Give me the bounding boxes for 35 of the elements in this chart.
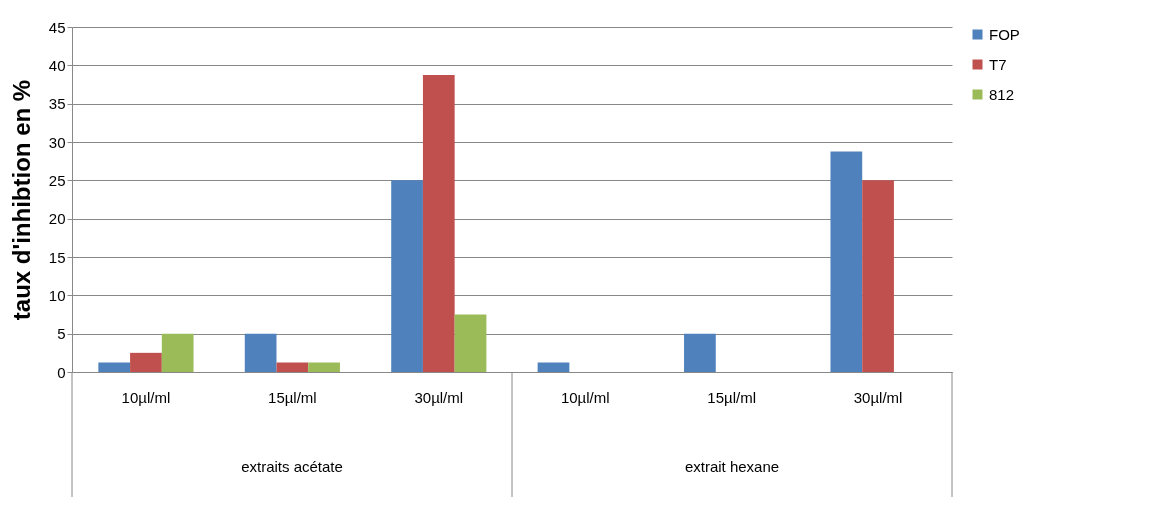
bar	[276, 362, 309, 372]
x-tick-label: 15µl/ml	[268, 388, 317, 406]
text: extraits acétate	[241, 458, 343, 475]
y-tick-label: 20	[48, 210, 66, 228]
y-tick-label: 10	[48, 286, 66, 304]
bar	[161, 333, 194, 372]
x-tick-label: 15µl/ml	[707, 388, 756, 406]
bar	[537, 362, 570, 372]
y-tick-label: 15	[48, 248, 66, 266]
y-tick-label: 25	[48, 171, 66, 189]
legend-label: 812	[989, 85, 1015, 103]
bar	[454, 314, 487, 372]
legend-label: T7	[989, 55, 1007, 73]
x-tick-label: 10µl/ml	[121, 388, 171, 406]
bar	[391, 180, 423, 372]
bar	[98, 362, 131, 372]
y-tick-label: 35	[48, 95, 66, 113]
x-tick-label: 30µl/ml	[414, 388, 464, 406]
bar	[862, 180, 894, 372]
x-tick-label: 10µl/ml	[560, 388, 610, 406]
y-axis-title: taux d'inhibtion en %	[7, 79, 35, 321]
x-tick-label: 30µl/ml	[853, 388, 903, 406]
bar	[684, 333, 716, 372]
y-tick-label: 30	[48, 133, 66, 151]
bar	[830, 151, 863, 372]
legend-label: FOP	[989, 25, 1020, 43]
bar	[130, 352, 162, 372]
bar	[244, 333, 277, 372]
text: extrait hexane	[684, 458, 780, 475]
bar	[308, 362, 340, 372]
bar	[422, 74, 455, 372]
y-tick-label: 0	[57, 363, 66, 381]
y-tick-label: 40	[48, 56, 66, 74]
y-tick-label: 5	[57, 325, 66, 343]
y-tick-label: 45	[48, 18, 66, 36]
